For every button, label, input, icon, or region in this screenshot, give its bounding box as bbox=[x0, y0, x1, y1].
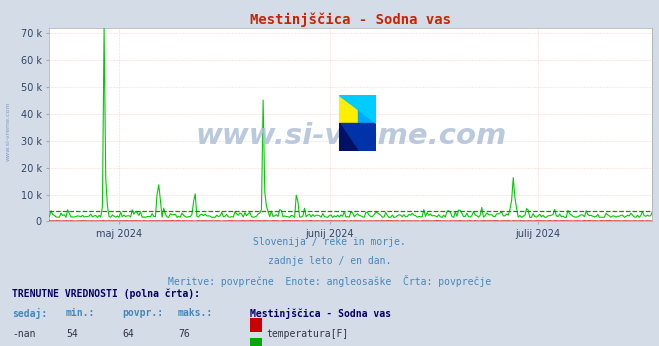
Text: www.si-vreme.com: www.si-vreme.com bbox=[5, 102, 11, 161]
Text: TRENUTNE VREDNOSTI (polna črta):: TRENUTNE VREDNOSTI (polna črta): bbox=[12, 289, 200, 299]
Text: www.si-vreme.com: www.si-vreme.com bbox=[195, 122, 507, 150]
Text: 64: 64 bbox=[122, 329, 134, 339]
Text: sedaj:: sedaj: bbox=[12, 308, 47, 319]
Bar bbox=[339, 123, 376, 151]
Text: Slovenija / reke in morje.: Slovenija / reke in morje. bbox=[253, 237, 406, 247]
Polygon shape bbox=[339, 123, 358, 151]
Text: -nan: -nan bbox=[12, 329, 36, 339]
Bar bbox=[358, 95, 376, 123]
Text: 54: 54 bbox=[66, 329, 78, 339]
Text: zadnje leto / en dan.: zadnje leto / en dan. bbox=[268, 256, 391, 266]
Text: 76: 76 bbox=[178, 329, 190, 339]
Text: Meritve: povprečne  Enote: angleosaške  Črta: povprečje: Meritve: povprečne Enote: angleosaške Čr… bbox=[168, 275, 491, 287]
Text: maks.:: maks.: bbox=[178, 308, 213, 318]
Bar bbox=[339, 95, 358, 123]
Text: min.:: min.: bbox=[66, 308, 96, 318]
Text: Mestinjščica - Sodna vas: Mestinjščica - Sodna vas bbox=[250, 308, 391, 319]
Title: Mestinjščica - Sodna vas: Mestinjščica - Sodna vas bbox=[250, 12, 451, 27]
Text: temperatura[F]: temperatura[F] bbox=[267, 329, 349, 339]
Text: povpr.:: povpr.: bbox=[122, 308, 163, 318]
Polygon shape bbox=[339, 95, 376, 123]
